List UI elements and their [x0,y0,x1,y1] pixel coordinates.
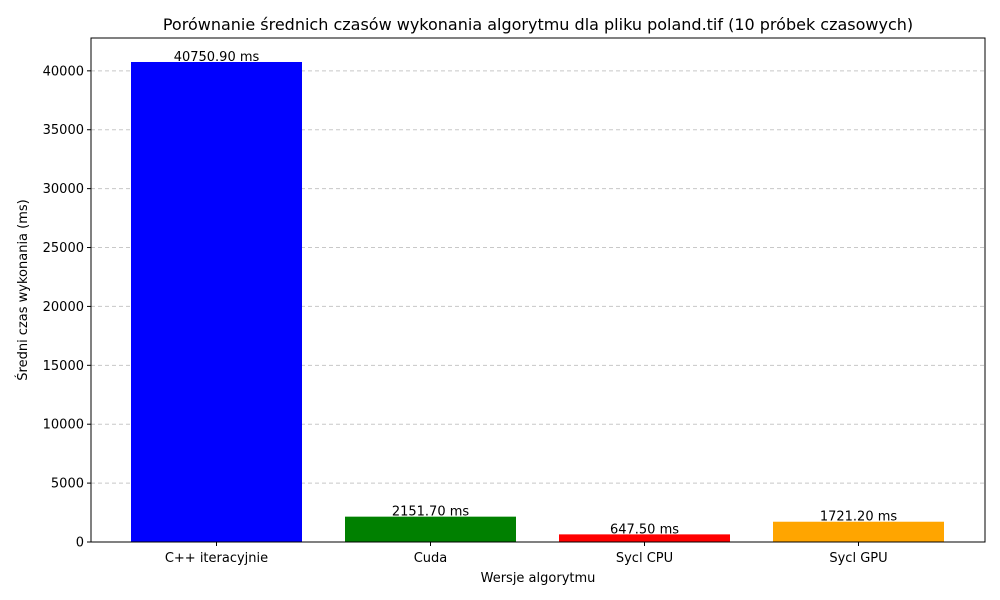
y-tick-label: 10000 [43,418,84,433]
y-tick-label: 35000 [43,123,84,138]
bar [345,516,516,542]
y-tick-label: 20000 [43,300,84,315]
y-axis-ticks: 0 5000 10000 15000 20000 25000 30000 35000 40000 [43,64,91,551]
bars [131,61,944,543]
bar [559,534,730,542]
bar-data-label: 1721.20 ms [820,510,898,525]
y-axis-label: Średni czas wykonania (ms) [15,199,31,380]
y-tick-label: 0 [76,536,84,551]
x-axis-ticks: C++ iteracyjnie Cuda Sycl CPU Sycl GPU [165,542,888,566]
x-tick-label: Cuda [414,551,448,566]
y-tick-label: 5000 [51,477,84,492]
y-tick-label: 15000 [43,359,84,374]
bar [773,521,944,542]
chart-title: Porównanie średnich czasów wykonania alg… [163,15,913,34]
bar-data-label: 40750.90 ms [174,50,260,65]
data-labels: 40750.90 ms 2151.70 ms 647.50 ms 1721.20 ms [174,50,898,537]
bar-data-label: 647.50 ms [610,522,679,537]
x-tick-label: C++ iteracyjnie [165,551,268,566]
x-axis-label: Wersje algorytmu [481,571,596,586]
y-tick-label: 25000 [43,241,84,256]
y-tick-label: 40000 [43,64,84,79]
x-tick-label: Sycl CPU [616,551,673,566]
bar-data-label: 2151.70 ms [392,505,470,520]
y-tick-label: 30000 [43,182,84,197]
x-tick-label: Sycl GPU [829,551,887,566]
plot-frame [90,37,986,543]
bar [131,61,302,543]
